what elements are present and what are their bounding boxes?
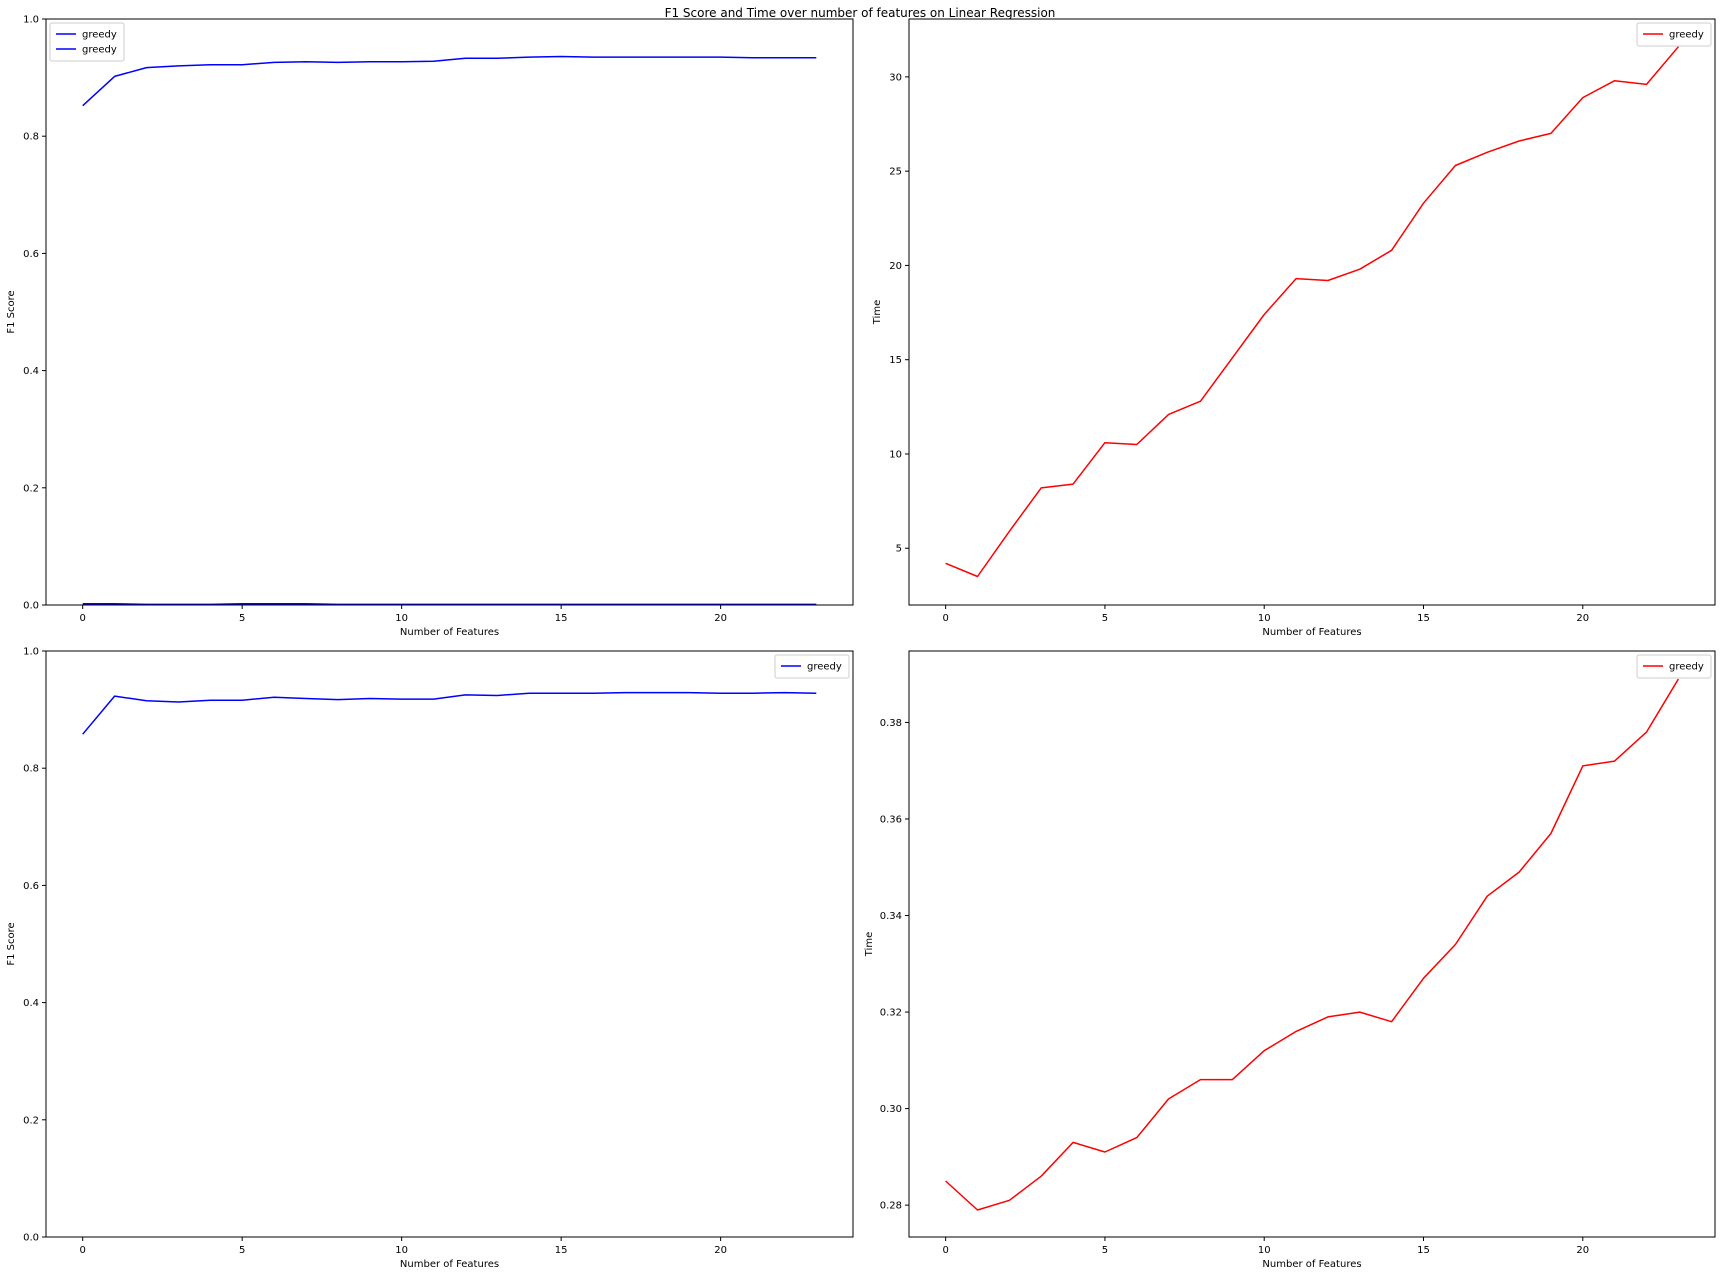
legend: greedy greedy — [49, 22, 125, 62]
y-tick-label: 0.8 — [23, 764, 39, 775]
y-tick-label: 0.0 — [23, 1233, 39, 1244]
subplot-4: 0 5 10 15 20 0.28 0.30 0.32 0.34 0.36 0.38 Number o… — [864, 650, 1716, 1270]
legend-box — [1636, 22, 1712, 47]
y-tick-label: 20 — [889, 261, 902, 272]
y-tick-label: 0.6 — [23, 881, 39, 892]
legend: greedy — [1636, 654, 1712, 679]
x-tick-label: 10 — [1258, 613, 1271, 624]
y-tick-label: 0.4 — [23, 998, 39, 1009]
legend-box — [49, 22, 125, 62]
x-tick-label: 0 — [79, 613, 85, 624]
y-tick-label: 1.0 — [23, 15, 39, 26]
legend-label: greedy — [1669, 662, 1704, 673]
y-tick-label: 30 — [889, 72, 902, 83]
y-tick-label: 1.0 — [23, 647, 39, 658]
y-axis-label: F1 Score — [6, 290, 17, 333]
legend: greedy — [1636, 22, 1712, 47]
y-tick-label: 25 — [889, 167, 902, 178]
x-axis-label: Number of Features — [400, 1259, 499, 1270]
y-tick-label: 0.0 — [23, 601, 39, 612]
legend-label: greedy — [82, 30, 117, 41]
x-axis-label: Number of Features — [400, 627, 499, 638]
y-tick-label: 5 — [896, 544, 902, 555]
x-tick-label: 5 — [1102, 1245, 1108, 1256]
x-axis-label: Number of Features — [1262, 627, 1361, 638]
axes-frame — [45, 18, 854, 606]
x-tick-label: 20 — [714, 1245, 727, 1256]
y-tick-label: 0.32 — [880, 1008, 902, 1019]
y-tick-label: 0.2 — [23, 1115, 39, 1126]
y-axis-label: F1 Score — [6, 922, 17, 965]
y-tick-label: 10 — [889, 449, 902, 460]
series-line-2 — [82, 603, 817, 606]
series-line-1 — [82, 691, 817, 735]
subplot-3: 0 5 10 15 20 0.0 0.2 0.4 0.6 0.8 1.0 Number of Feat… — [6, 647, 854, 1270]
x-tick-label: 15 — [555, 613, 568, 624]
x-tick-label: 0 — [942, 1245, 948, 1256]
y-tick-label: 0.4 — [23, 366, 39, 377]
subplot-2: 0 5 10 15 20 5 10 15 20 25 30 Number of Features Tim… — [872, 18, 1716, 638]
x-tick-label: 15 — [1417, 1245, 1430, 1256]
x-tick-label: 20 — [1576, 1245, 1589, 1256]
figure-title: F1 Score and Time over number of feature… — [665, 6, 1056, 20]
x-tick-label: 0 — [79, 1245, 85, 1256]
series-line-1 — [82, 55, 817, 107]
y-tick-label: 0.6 — [23, 249, 39, 260]
x-tick-label: 5 — [239, 1245, 245, 1256]
legend-box — [1636, 654, 1712, 679]
legend: greedy — [774, 654, 850, 679]
x-tick-label: 5 — [239, 613, 245, 624]
y-tick-label: 0.28 — [880, 1201, 902, 1212]
legend-label: greedy — [807, 662, 842, 673]
legend-label: greedy — [82, 45, 117, 56]
x-tick-label: 20 — [714, 613, 727, 624]
y-tick-label: 0.36 — [880, 814, 902, 825]
y-tick-label: 0.34 — [880, 911, 902, 922]
x-tick-label: 5 — [1102, 613, 1108, 624]
y-tick-label: 15 — [889, 355, 902, 366]
y-tick-label: 0.38 — [880, 718, 902, 729]
x-tick-label: 10 — [1258, 1245, 1271, 1256]
x-tick-label: 20 — [1576, 613, 1589, 624]
x-axis-label: Number of Features — [1262, 1259, 1361, 1270]
x-tick-label: 10 — [395, 1245, 408, 1256]
y-axis-label: Time — [864, 932, 875, 957]
y-tick-label: 0.30 — [880, 1104, 902, 1115]
y-tick-label: 0.2 — [23, 483, 39, 494]
axes-frame — [45, 650, 854, 1238]
y-axis-label: Time — [872, 300, 883, 325]
subplot-1: 0 5 10 15 20 0.0 0.2 0.4 0.6 0.8 1.0 Number of Feat… — [6, 15, 854, 638]
series-line-1 — [945, 46, 1679, 578]
axes-frame — [908, 650, 1716, 1238]
legend-label: greedy — [1669, 30, 1704, 41]
axes-frame — [908, 18, 1716, 606]
legend-box — [774, 654, 850, 679]
y-tick-label: 0.8 — [23, 132, 39, 143]
series-line-1 — [945, 678, 1680, 1211]
x-tick-label: 15 — [555, 1245, 568, 1256]
x-tick-label: 0 — [942, 613, 948, 624]
x-tick-label: 15 — [1417, 613, 1430, 624]
x-tick-label: 10 — [395, 613, 408, 624]
